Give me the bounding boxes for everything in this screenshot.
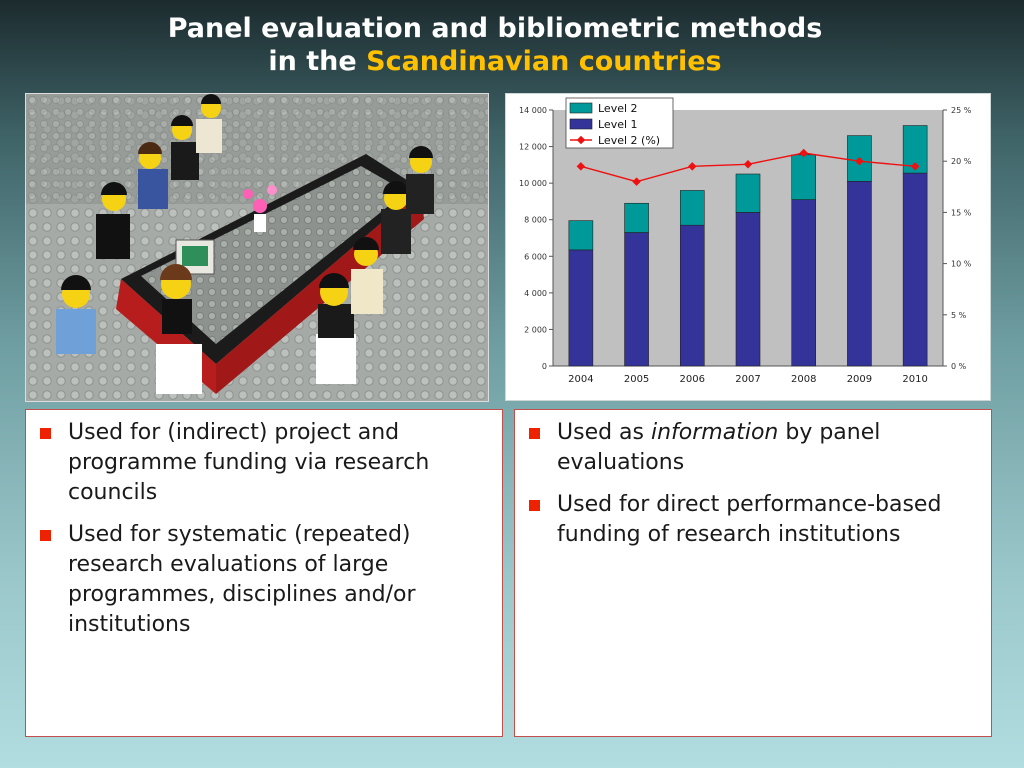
level-2-pct-point (688, 162, 697, 171)
title-line-2: in the Scandinavian countries (0, 45, 990, 78)
bar-level-1 (624, 232, 649, 367)
right-bullet-1-after: by panel evaluations (557, 420, 881, 475)
level-2-pct-point (855, 156, 864, 166)
bar-level-2 (791, 154, 817, 200)
x-tick-label: 2007 (735, 374, 760, 385)
bullet-square-icon (529, 500, 540, 511)
right-bullet-1-emphasis: information (651, 420, 779, 445)
bullet-square-icon (529, 428, 540, 439)
x-tick-label: 2006 (680, 374, 705, 385)
x-tick-label: 2008 (791, 374, 816, 385)
x-tick-label: 2009 (847, 374, 872, 385)
chart-svg: 0 2 000 4 000 6 000 8 000 10 000 12 000 14 000 0… (519, 97, 972, 385)
right-text-panel: Used as information by panel evaluations… (514, 409, 992, 737)
y2-tick-label: 0 % (951, 362, 967, 371)
bars-group (568, 125, 928, 367)
ticks-group: 0 2 000 4 000 6 000 8 000 10 000 12 000 14 000 0… (519, 106, 972, 385)
y-tick-label: 10 000 (519, 179, 547, 188)
left-bullet-1: Used for (indirect) project and programm… (38, 418, 492, 508)
title-line-1: Panel evaluation and bibliometric method… (167, 13, 823, 44)
slide-title: Panel evaluation and bibliometric method… (0, 12, 990, 78)
left-bullet-1-text: Used for (indirect) project and programm… (68, 420, 430, 505)
y-tick-label: 6 000 (524, 252, 547, 261)
y2-tick-label: 20 % (951, 157, 972, 166)
legend-label: Level 2 (%) (598, 134, 660, 147)
title-line-2-prefix: in the (268, 46, 357, 77)
legend-label: Level 2 (598, 102, 638, 115)
x-tick-label: 2010 (902, 374, 927, 385)
y-tick-label: 0 (542, 362, 547, 371)
bar-level-1 (847, 181, 872, 367)
right-bullet-1-before: Used as (557, 420, 651, 445)
level-2-pct-point (910, 162, 920, 171)
bar-level-1 (791, 199, 817, 367)
legend-label: Level 1 (598, 118, 638, 131)
right-bullet-1: Used as information by panel evaluations (527, 418, 981, 478)
y-tick-label: 12 000 (519, 143, 547, 152)
lego-meeting-photo (25, 93, 489, 402)
level-2-pct-point (576, 162, 586, 171)
x-tick-label: 2004 (568, 374, 593, 385)
y-tick-label: 4 000 (524, 289, 547, 298)
bar-level-2 (568, 220, 594, 251)
level-2-pct-point (632, 177, 641, 186)
y2-tick-label: 5 % (951, 311, 967, 320)
x-tick-label: 2005 (624, 374, 649, 385)
y2-tick-label: 25 % (951, 106, 972, 115)
legend-swatch (569, 102, 593, 114)
bar-level-2 (735, 173, 761, 213)
y-tick-label: 14 000 (519, 106, 547, 115)
chart-legend: Level 2 Level 1 Level 2 (%) (565, 97, 674, 149)
legend-swatch (569, 118, 593, 130)
bullet-square-icon (40, 530, 51, 541)
right-bullet-2-text: Used for direct performance-based fundin… (557, 492, 942, 547)
publications-chart: 0 2 000 4 000 6 000 8 000 10 000 12 000 14 000 0… (505, 93, 991, 401)
left-text-panel: Used for (indirect) project and programm… (25, 409, 503, 737)
y-tick-label: 2 000 (524, 325, 547, 334)
bar-level-1 (735, 212, 761, 367)
left-bullet-2: Used for systematic (repeated) research … (38, 520, 492, 640)
y-tick-label: 8 000 (524, 216, 547, 225)
left-bullet-2-text: Used for systematic (repeated) research … (68, 522, 416, 637)
bar-level-2 (679, 190, 705, 226)
y2-tick-label: 15 % (951, 208, 972, 217)
right-bullet-2: Used for direct performance-based fundin… (527, 490, 981, 550)
title-accent: Scandinavian countries (366, 46, 722, 77)
bar-level-1 (902, 172, 928, 367)
bar-level-1 (679, 224, 705, 367)
y2-tick-label: 10 % (951, 260, 972, 269)
bar-level-2 (624, 202, 649, 233)
bar-level-1 (568, 249, 594, 367)
bullet-square-icon (40, 428, 51, 439)
